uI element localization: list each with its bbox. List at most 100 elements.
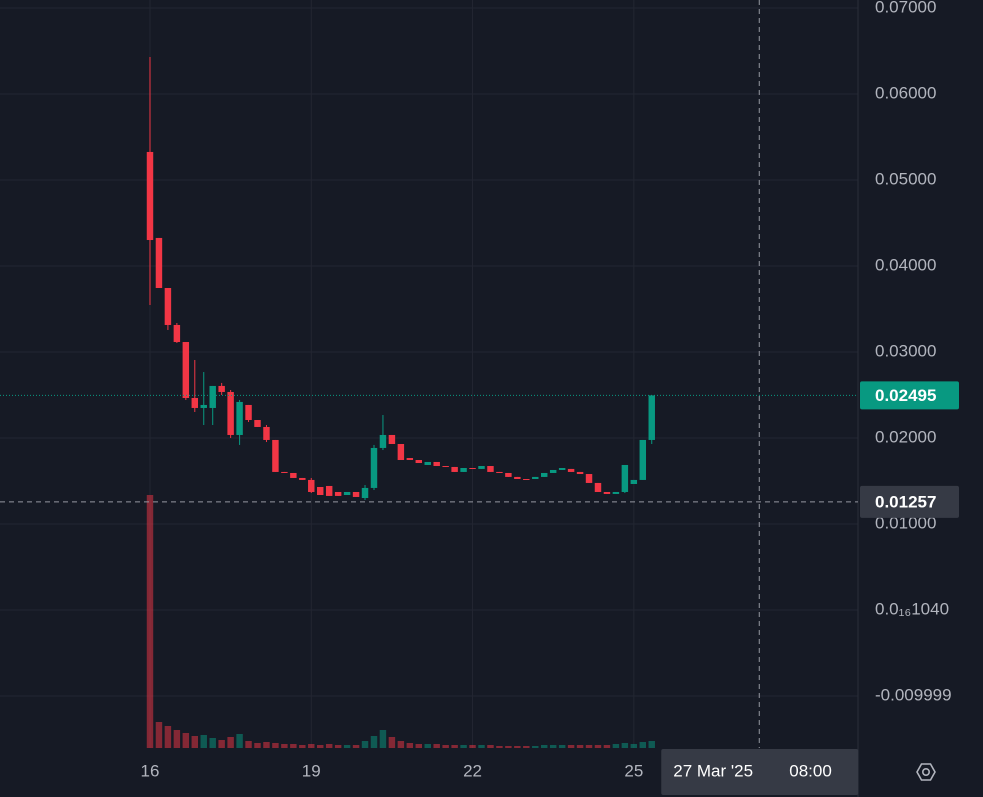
volume-bar <box>433 744 440 748</box>
candle-body <box>272 439 279 472</box>
volume-bar <box>299 745 306 748</box>
candle-body <box>182 342 190 398</box>
candle-body <box>388 434 396 445</box>
candle-body <box>576 471 584 475</box>
crosshair-date-box <box>661 749 859 795</box>
candle-body <box>317 486 324 495</box>
candle-body <box>379 434 387 448</box>
volume-bar <box>567 745 575 748</box>
candle-body <box>155 237 163 289</box>
volume-bar <box>334 745 342 748</box>
candle-body <box>164 288 172 325</box>
x-tick-label: 25 <box>624 761 643 780</box>
volume-bar <box>379 730 387 748</box>
volume-bar <box>648 741 655 748</box>
volume-bar <box>290 744 297 748</box>
candle-body <box>496 471 503 473</box>
candles <box>146 57 655 500</box>
y-tick-label: 0.02000 <box>875 427 936 446</box>
candle-body <box>567 468 575 472</box>
y-tick-label: 0.01000 <box>875 513 936 532</box>
candle-body <box>146 151 154 241</box>
volume-bar <box>191 736 199 748</box>
x-tick-label: 22 <box>463 761 482 780</box>
volume-bar <box>155 722 163 748</box>
volume-bar <box>523 746 530 748</box>
volume-bar <box>182 733 190 748</box>
candle-body <box>549 469 557 473</box>
y-tick-label: 0.0₁₆1040 <box>875 599 949 618</box>
candle-body <box>505 472 512 477</box>
volume-bar <box>227 737 234 748</box>
candle-body <box>424 461 431 465</box>
volume-bar <box>352 745 360 748</box>
volume-bar <box>146 495 154 748</box>
candle-body <box>558 467 566 470</box>
crosshair-time-label: 08:00 <box>789 761 832 780</box>
candle-body <box>200 404 207 408</box>
candle-body <box>612 491 620 494</box>
candle-body <box>523 479 530 481</box>
candle-body <box>290 472 297 478</box>
y-tick-label: 0.07000 <box>875 0 936 16</box>
y-tick-label: -0.009999 <box>875 685 952 704</box>
x-tick-label: 19 <box>302 761 321 780</box>
volume-bar <box>245 741 252 748</box>
candle-body <box>433 461 440 467</box>
volume-bar <box>442 745 449 748</box>
volume-bar <box>469 745 476 748</box>
candle-body <box>236 401 243 435</box>
candle-body <box>648 395 655 440</box>
volume-bar <box>451 745 458 748</box>
volume-bar <box>236 734 243 748</box>
volume-bar <box>478 745 485 748</box>
volume-bar <box>424 744 431 748</box>
volume-bar <box>370 736 378 748</box>
icon-hex <box>916 763 936 781</box>
candle-body <box>397 444 405 460</box>
volume-bar <box>576 745 584 748</box>
candle-body <box>532 476 539 480</box>
axes: 0.07000 0.06000 0.05000 0.04000 0.03000 0.020… <box>141 0 952 797</box>
crosshair-price-label: 0.01257 <box>875 492 936 511</box>
volume-bar <box>505 746 512 748</box>
candle-body <box>639 439 647 480</box>
candle-body <box>218 385 225 392</box>
volume-bar <box>209 738 216 748</box>
candle-body <box>514 476 521 480</box>
volume-bar <box>549 745 557 748</box>
volume-bar <box>621 743 629 748</box>
volume-bar <box>164 726 172 748</box>
volume-bar <box>272 743 279 748</box>
volume-bar <box>317 745 324 748</box>
candle-body <box>406 458 414 460</box>
volume-bar <box>496 746 503 748</box>
volume-bar <box>281 744 288 748</box>
candle-body <box>585 474 593 483</box>
candle-body <box>245 404 252 421</box>
candle-body <box>469 467 476 469</box>
volume-bar <box>612 744 620 748</box>
candle-body <box>308 479 315 492</box>
volume-bar <box>630 744 638 748</box>
settings-icon[interactable] <box>916 763 936 781</box>
candle-body <box>299 477 306 480</box>
y-tick-label: 0.06000 <box>875 83 936 102</box>
candle-body <box>630 479 638 484</box>
candle-body <box>254 420 261 427</box>
volume-bar <box>540 745 548 748</box>
crosshair-price-box <box>860 485 959 518</box>
volume-bar <box>263 742 270 748</box>
crosshair-date-label: 27 Mar '25 <box>673 761 753 780</box>
candle-body <box>478 466 485 469</box>
volume-bar <box>487 745 494 748</box>
x-tick-label: 16 <box>141 761 160 780</box>
volume-bar <box>218 740 225 748</box>
last-price-box <box>860 381 959 410</box>
candle-body <box>325 485 333 496</box>
volume-bar <box>343 745 351 748</box>
volume-bar <box>308 744 315 748</box>
candle-body <box>370 447 378 488</box>
volume-bar <box>406 743 414 748</box>
candle-body <box>487 466 494 472</box>
